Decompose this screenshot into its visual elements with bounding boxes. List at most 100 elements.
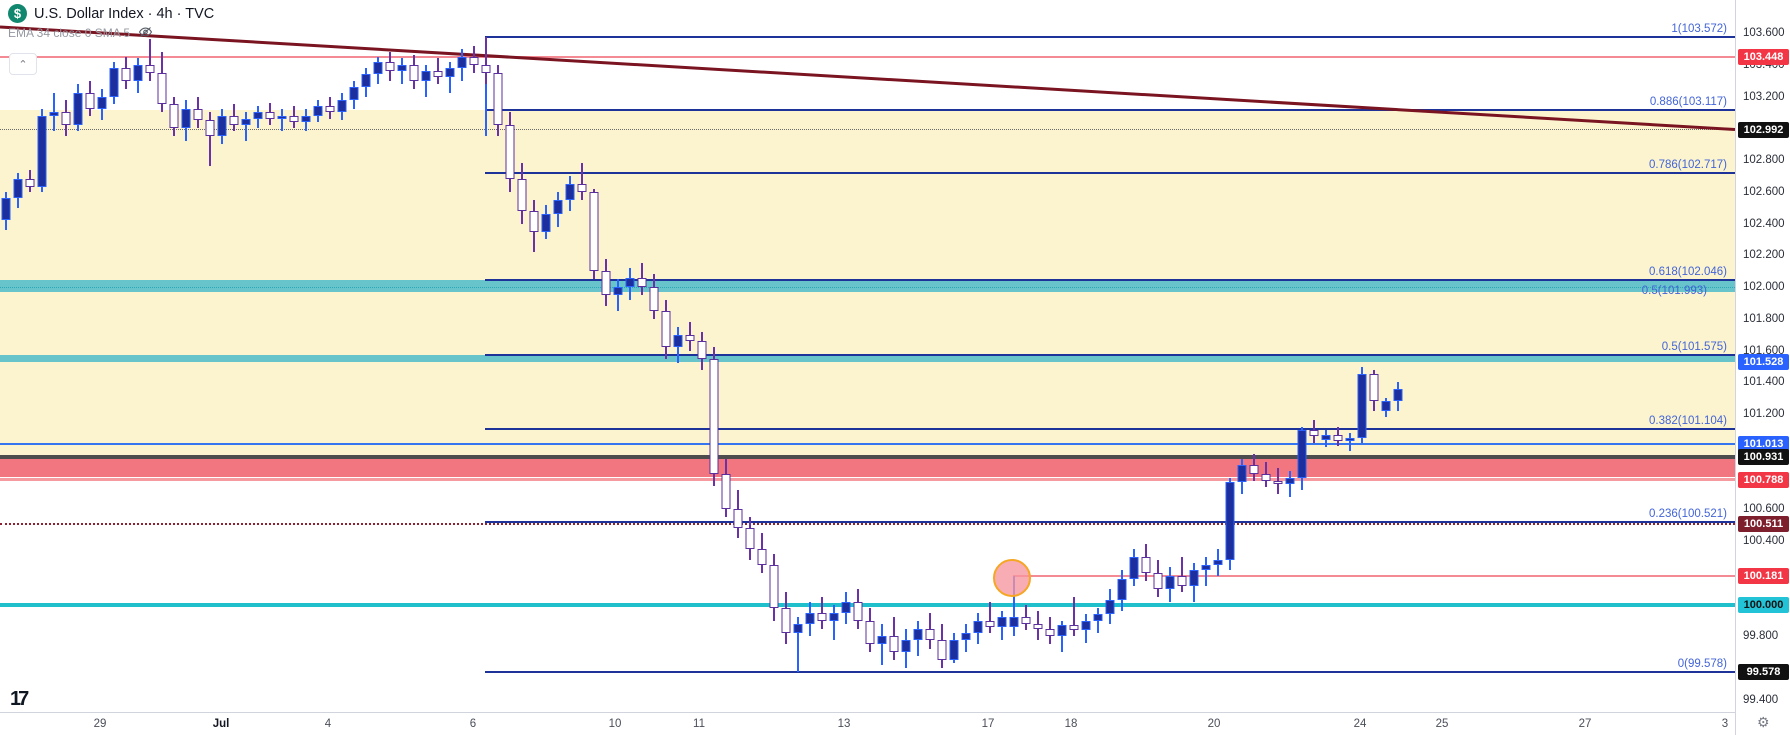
collapse-indicators-button[interactable]: ⌃ [9,53,37,75]
candle-body [1081,620,1091,631]
price-axis-tick: 103.200 [1743,90,1785,103]
candle-body [985,620,995,627]
time-axis-tick: 17 [981,718,995,730]
time-axis-tick: 13 [837,718,851,730]
candle-body [817,612,827,621]
price-label-chip: 100.181 [1738,567,1789,584]
candle-body [877,636,887,645]
candle-body [433,71,443,78]
entry-circle[interactable] [993,558,1031,597]
price-label-chip: 103.448 [1738,49,1789,66]
teal-zone-dotted[interactable] [0,287,1735,289]
candle-body [1333,434,1343,442]
candle-body [781,607,791,634]
candle-body [73,93,83,126]
candle-body [37,115,47,188]
fib-level-line[interactable] [485,278,1735,281]
level-103448[interactable] [0,56,1735,59]
candle-body [769,565,779,608]
time-axis[interactable]: 29 Jul 4 6 10 11 13 17 18 20 24 25 27 3 [0,712,1790,735]
candle-body [1381,401,1391,411]
candle-body [1009,617,1019,627]
price-axis-tick: 100.600 [1743,503,1785,516]
candle-body [829,612,839,621]
candle-body [1261,474,1271,481]
teal-zone-102[interactable] [0,279,1735,292]
candle-body [841,601,851,613]
time-axis-tick: 29 [93,718,107,730]
fib-level-line[interactable] [485,670,1735,673]
level-101013[interactable] [0,443,1735,445]
level-100000[interactable] [0,602,1735,607]
candle-body [493,72,503,126]
chart-pane[interactable]: 1(103.572) 0.886(103.117) 0.786(102.717) 0.… [0,0,1735,712]
fib-level-line[interactable] [485,428,1735,431]
candle-body [553,199,563,215]
candle-body [25,179,35,188]
zone-top-gray[interactable] [0,454,1735,459]
candle-wick [209,112,211,167]
axis-settings-gear-icon[interactable]: ⚙ [1757,714,1770,730]
candle-body [577,183,587,192]
fib-level-label-overlap: 0.5(101.993) [1641,284,1707,297]
candle-body [757,549,767,565]
price-label-chip: 100.788 [1738,471,1789,488]
candle-body [145,64,155,73]
trendline-price-dotted[interactable] [0,129,1735,131]
fib-level-line[interactable] [485,520,1735,523]
candle-body [1165,576,1175,589]
candle-wick [1289,471,1291,497]
price-axis-tick: 100.400 [1743,535,1785,548]
candle-wick [401,58,403,84]
time-axis-tick: 18 [1064,718,1078,730]
candle-body [745,528,755,550]
candle-body [409,64,419,81]
symbol-title[interactable]: U.S. Dollar Index · 4h · TVC [34,5,215,22]
tradingview-logo[interactable]: 17 [10,688,29,710]
candle-body [421,71,431,81]
candle-wick [1277,468,1279,494]
candle-wick [833,604,835,640]
eye-hidden-icon[interactable] [138,26,153,40]
candle-body [1153,572,1163,589]
teal-zone-1015[interactable] [0,354,1735,363]
candle-body [121,67,131,81]
candle-body [253,112,263,119]
candle-body [1093,614,1103,621]
candle-body [1201,565,1211,570]
dotted-100511[interactable] [0,522,1735,525]
price-label-chip: 100.511 [1738,515,1789,532]
price-axis[interactable]: 103.600103.400103.200102.800102.600102.4… [1735,0,1790,735]
time-axis-tick: 27 [1578,718,1592,730]
candle-body [1285,477,1295,484]
fib-level-line[interactable] [485,353,1735,356]
fib-level-line[interactable] [485,172,1735,175]
candle-body [601,271,611,296]
candle-body [289,115,299,122]
price-axis-tick: 99.400 [1743,694,1779,706]
price-label-chip: 102.992 [1738,121,1789,138]
price-axis-tick: 101.400 [1743,376,1785,389]
zone-bottom-pink[interactable] [0,478,1735,482]
candle-body [1357,374,1367,438]
symbol-logo-icon[interactable]: $ [8,4,27,23]
fib-level-label: 0.618(102.046) [1648,265,1727,278]
time-axis-tick: 24 [1353,718,1367,730]
fib-level-label: 0.382(101.104) [1648,415,1727,428]
fib-level-line[interactable] [485,36,1735,39]
candle-body [1033,623,1043,629]
indicator-label[interactable]: EMA 34 close 0 SMA 5 [8,26,131,40]
candle-body [1249,464,1259,475]
candle-body [481,64,491,73]
descending-trendline[interactable] [0,0,1735,712]
candle-body [193,109,203,121]
candle-body [1177,576,1187,586]
time-axis-tick: 3 [1721,718,1729,730]
fib-level-line[interactable] [485,108,1735,111]
candle-body [1045,628,1055,637]
candle-body [1321,434,1331,440]
candle-body [1297,430,1307,478]
ray-100181[interactable] [1013,574,1735,577]
candle-body [385,61,395,72]
